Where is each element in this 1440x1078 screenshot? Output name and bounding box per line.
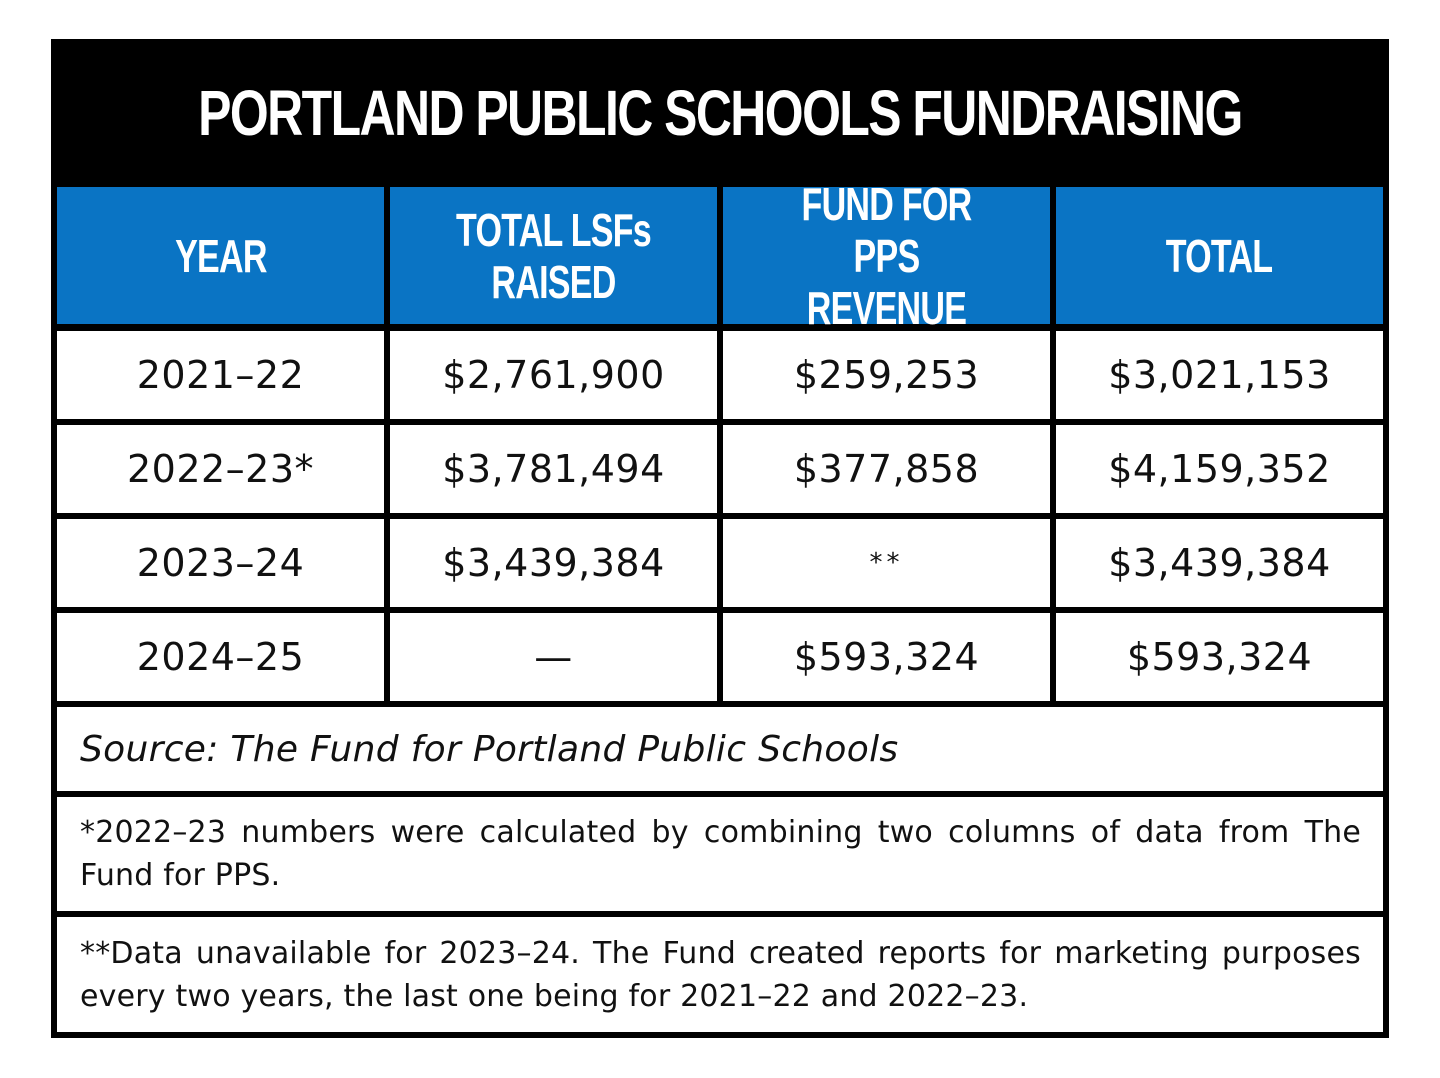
column-header-label: YEAR <box>174 229 267 282</box>
footnote-2-text: **Data unavailable for 2023–24. The Fund… <box>80 935 1361 1014</box>
table-cell: $377,858 <box>723 425 1050 513</box>
column-header-2: TOTAL LSFs RAISED <box>390 187 717 324</box>
table-cell: ** <box>723 519 1050 607</box>
table-cell: $259,253 <box>723 331 1050 419</box>
table-title-bar: PORTLAND PUBLIC SCHOOLS FUNDRAISING <box>51 39 1389 181</box>
column-header-label: TOTAL <box>1166 229 1273 282</box>
footnote-1-text: *2022–23 numbers were calculated by comb… <box>80 815 1361 893</box>
footnote-2: **Data unavailable for 2023–24. The Fund… <box>57 917 1383 1032</box>
table-cell: $3,781,494 <box>390 425 717 513</box>
column-header-1: YEAR <box>57 187 384 324</box>
table-cell: $4,159,352 <box>1056 425 1383 513</box>
table-cell: — <box>390 613 717 701</box>
column-header-4: TOTAL <box>1056 187 1383 324</box>
table-cell: $593,324 <box>723 613 1050 701</box>
table-cell: $593,324 <box>1056 613 1383 701</box>
footnote-1: *2022–23 numbers were calculated by comb… <box>57 797 1383 911</box>
column-header-label: TOTAL LSFs RAISED <box>456 203 652 308</box>
table-cell: $3,439,384 <box>390 519 717 607</box>
table-cell: $3,021,153 <box>1056 331 1383 419</box>
table-cell: 2022–23* <box>57 425 384 513</box>
table-cell: 2024–25 <box>57 613 384 701</box>
table-cell: 2023–24 <box>57 519 384 607</box>
column-header-3: FUND FOR PPS REVENUE <box>723 178 1050 334</box>
table-title: PORTLAND PUBLIC SCHOOLS FUNDRAISING <box>198 77 1243 149</box>
source-note: Source: The Fund for Portland Public Sch… <box>57 707 1383 791</box>
fundraising-table: PORTLAND PUBLIC SCHOOLS FUNDRAISING YEAR… <box>51 39 1389 1038</box>
column-header-label: FUND FOR PPS REVENUE <box>801 177 973 334</box>
table-cell: 2021–22 <box>57 331 384 419</box>
table-cell: $3,439,384 <box>1056 519 1383 607</box>
source-text: Source: The Fund for Portland Public Sch… <box>80 728 899 770</box>
table-cell: $2,761,900 <box>390 331 717 419</box>
